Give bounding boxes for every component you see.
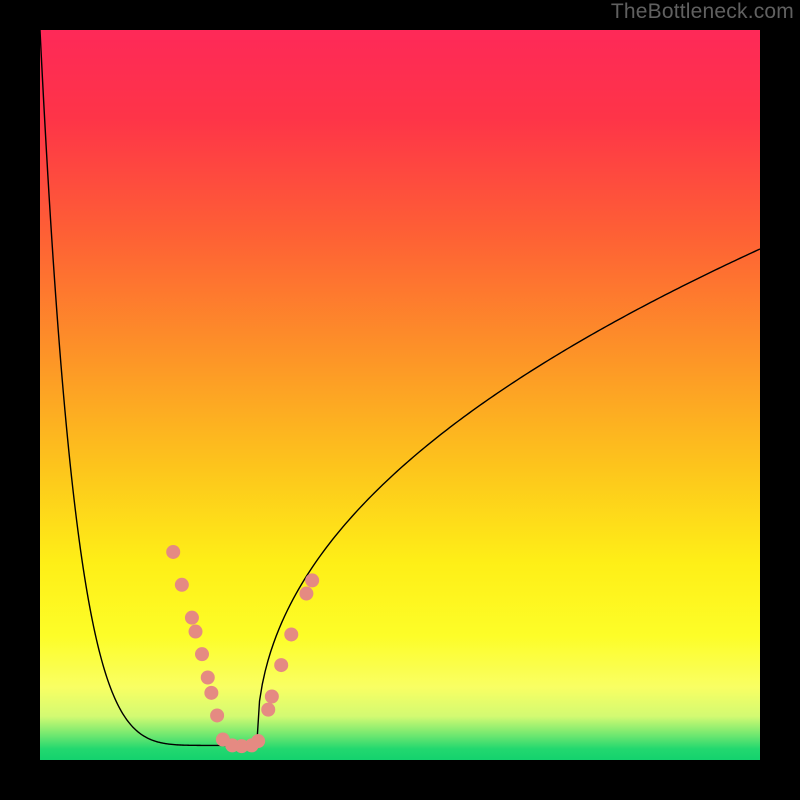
- right-branch: [257, 249, 760, 745]
- bottom-marker: [251, 734, 265, 748]
- plot-area: [40, 30, 760, 760]
- left-marker: [185, 611, 199, 625]
- left-marker: [166, 545, 180, 559]
- left-marker: [201, 671, 215, 685]
- right-marker: [284, 627, 298, 641]
- right-marker: [299, 587, 313, 601]
- branding-text: TheBottleneck.com: [611, 0, 794, 24]
- right-marker: [265, 689, 279, 703]
- right-marker: [274, 658, 288, 672]
- right-marker: [305, 573, 319, 587]
- chart-svg: [40, 30, 760, 760]
- left-marker: [204, 686, 218, 700]
- left-marker: [210, 708, 224, 722]
- left-marker: [195, 647, 209, 661]
- left-marker: [175, 578, 189, 592]
- left-marker: [189, 625, 203, 639]
- right-marker: [261, 703, 275, 717]
- canvas: TheBottleneck.com: [0, 0, 800, 800]
